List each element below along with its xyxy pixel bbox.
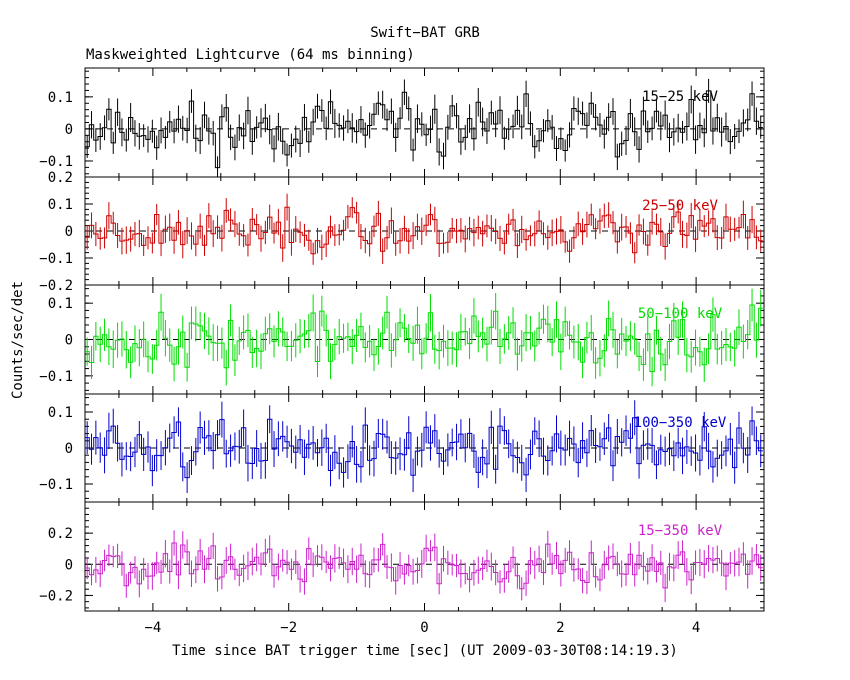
y-tick-label: 0 bbox=[65, 333, 73, 349]
series-line bbox=[85, 542, 763, 590]
panel-1: 0.1 0 −0.1 15−25 keV bbox=[39, 67, 765, 178]
y-tick-label: 0 bbox=[65, 441, 73, 457]
y-tick-label: −0.2 bbox=[39, 278, 73, 294]
y-tick-label: 0 bbox=[65, 557, 73, 573]
series-label: 15−350 keV bbox=[638, 523, 723, 539]
chart-subtitle: Maskweighted Lightcurve (64 ms binning) bbox=[86, 47, 415, 63]
panel-3: 0.1 0 −0.1 50−100 keV bbox=[39, 284, 765, 395]
series-line bbox=[85, 417, 763, 479]
y-tick-label: −0.1 bbox=[39, 251, 73, 267]
y-tick-label: 0 bbox=[65, 224, 73, 240]
series-label: 15−25 keV bbox=[642, 89, 718, 105]
panels-group: 0.1 0 −0.1 15−25 keV 0.2 0.1 0 −0.1 −0.2 25−50 ke… bbox=[39, 67, 765, 636]
y-tick-label: 0.2 bbox=[48, 526, 73, 542]
panel-5: 0.2 0 −0.2 15−350 keV bbox=[39, 501, 765, 612]
series-label: 25−50 keV bbox=[642, 198, 718, 214]
series-line bbox=[85, 304, 763, 373]
y-tick-label: 0.1 bbox=[48, 197, 73, 213]
x-tick-label: 4 bbox=[692, 620, 700, 636]
error-bars bbox=[86, 288, 762, 387]
y-tick-label: −0.1 bbox=[39, 154, 73, 170]
y-tick-label: 0 bbox=[65, 122, 73, 138]
x-tick-label: 0 bbox=[420, 620, 428, 636]
y-tick-label: −0.1 bbox=[39, 369, 73, 385]
series-label: 100−350 keV bbox=[634, 415, 727, 431]
series-line bbox=[85, 206, 763, 255]
y-tick-label: 0.1 bbox=[48, 296, 73, 312]
x-tick-label: 2 bbox=[556, 620, 564, 636]
y-axis-label: Counts/sec/det bbox=[10, 281, 26, 399]
x-tick-label: −2 bbox=[280, 620, 297, 636]
series-line bbox=[85, 90, 763, 169]
y-tick-label: −0.1 bbox=[39, 477, 73, 493]
panel-4: 0.1 0 −0.1 100−350 keV bbox=[39, 393, 765, 503]
panel-2: 0.2 0.1 0 −0.1 −0.2 25−50 keV bbox=[39, 170, 765, 294]
y-tick-label: 0.1 bbox=[48, 405, 73, 421]
y-tick-label: 0.2 bbox=[48, 170, 73, 186]
y-tick-label: 0.1 bbox=[48, 90, 73, 106]
y-tick-label: −0.2 bbox=[39, 588, 73, 604]
series-label: 50−100 keV bbox=[638, 306, 723, 322]
chart-title: Swift−BAT GRB bbox=[370, 25, 480, 41]
x-axis-label: Time since BAT trigger time [sec] (UT 20… bbox=[172, 643, 678, 659]
error-bars bbox=[86, 530, 762, 603]
x-tick-label: −4 bbox=[144, 620, 161, 636]
